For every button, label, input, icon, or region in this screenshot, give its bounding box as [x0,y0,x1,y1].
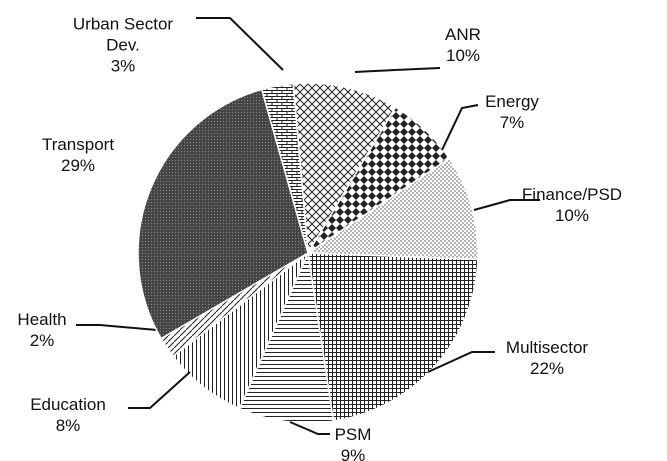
slice-label: Transport 29% [42,134,114,176]
category-name: Urban Sector Dev. [72,14,174,55]
slice-label: Health 2% [17,309,66,351]
value-label: 8% [55,416,81,435]
value-label: 22% [529,359,565,378]
value-label: 7% [499,113,525,132]
category-name: Health [17,310,67,329]
leader-line [473,199,540,211]
category-name: Energy [485,92,539,111]
value-label: 10% [445,46,481,65]
slice-label: Finance/PSD 10% [522,184,622,226]
pie-slice [305,157,479,261]
pie-slice [238,250,335,424]
value-label: 9% [340,446,366,461]
pie-slice [137,88,309,340]
slice-label: Multisector 22% [506,337,588,379]
leader-line [354,67,441,73]
category-name: ANR [445,25,481,44]
category-name: Education [30,395,106,414]
slice-label: Education 8% [30,394,106,436]
value-label: 10% [554,206,590,225]
slice-label: Energy 7% [485,91,539,133]
slice-label: ANR 10% [445,24,481,66]
leader-line [441,104,479,151]
category-name: PSM [334,425,372,444]
value-label: 2% [29,331,55,350]
slice-label: PSM 9% [335,424,372,461]
slice-label: Urban Sector Dev. 3% [68,14,178,77]
leader-line [76,324,158,331]
pie-slice [307,252,479,422]
pie-slice [292,82,397,256]
leader-line [196,17,284,71]
pie-slice [260,82,309,254]
category-name: Transport [41,135,115,154]
leader-line [427,351,495,373]
value-label: 29% [60,156,96,175]
category-name: Multisector [505,338,589,357]
leader-line [128,371,191,409]
value-label: 3% [110,56,136,76]
leader-line [289,421,330,435]
category-name: Finance/PSD [521,185,623,204]
